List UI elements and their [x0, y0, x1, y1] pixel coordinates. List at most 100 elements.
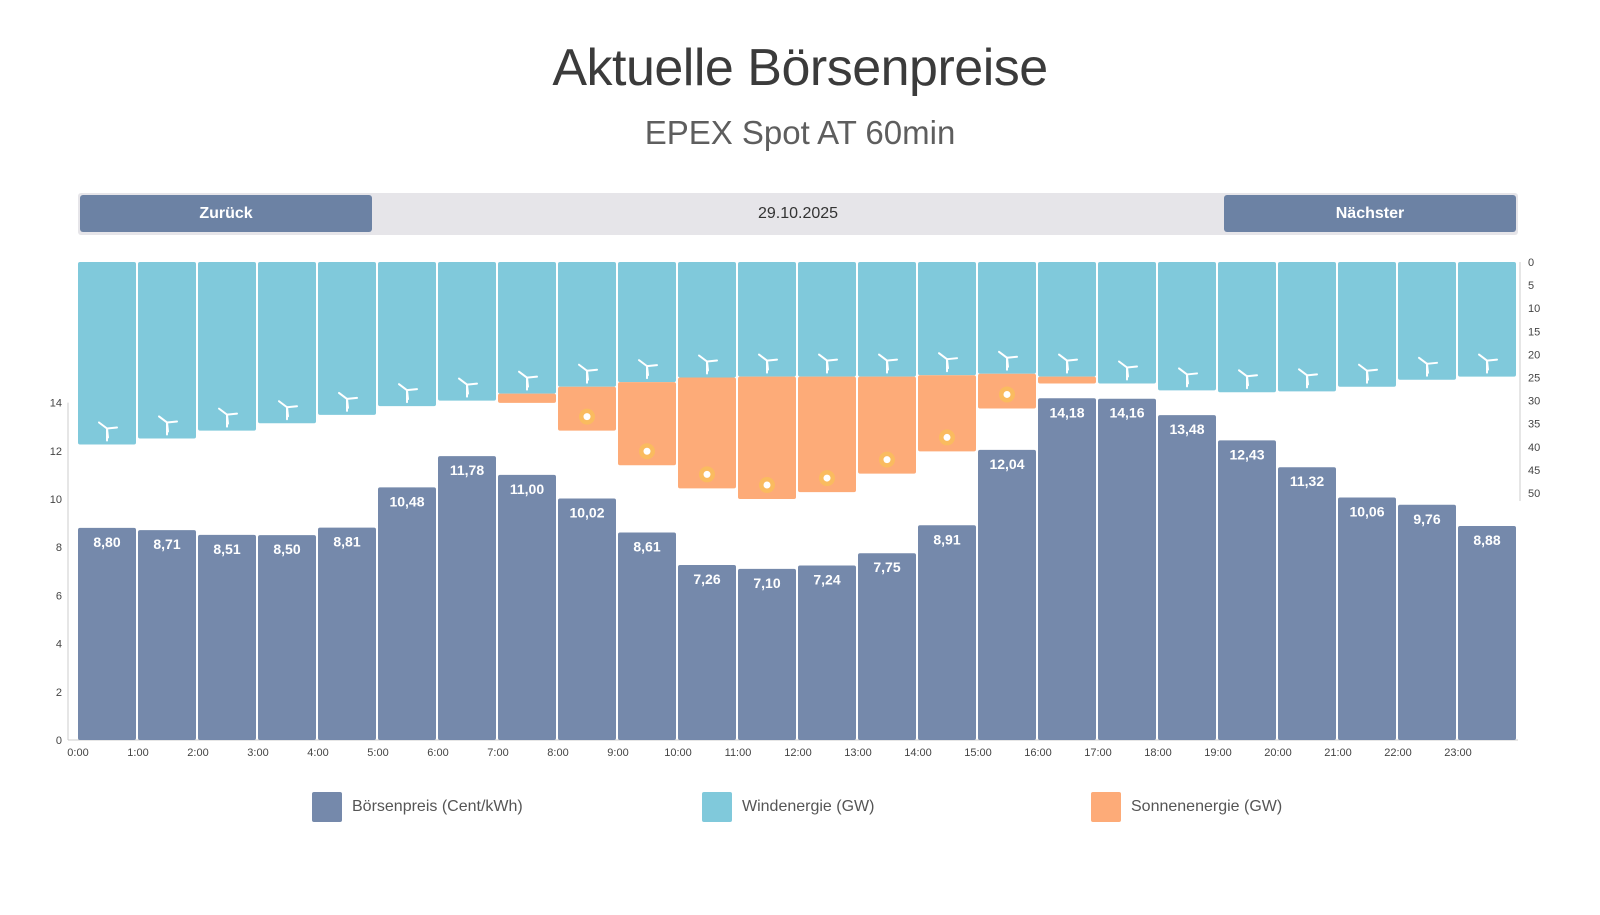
energy-tick-label: 0	[1528, 257, 1534, 269]
price-tick-label: 12	[50, 446, 62, 458]
energy-tick-label: 25	[1528, 373, 1540, 385]
solar-bar	[1038, 376, 1096, 384]
price-bar	[318, 527, 376, 740]
page-title: Aktuelle Börsenpreise	[552, 39, 1048, 97]
wind-turbine-icon	[878, 353, 898, 374]
wind-turbine-icon	[1238, 369, 1258, 390]
price-bar	[558, 498, 616, 740]
wind-turbine-icon	[158, 415, 178, 436]
price-data-label: 7,26	[693, 571, 720, 587]
hour-tick-label: 17:00	[1084, 747, 1112, 759]
price-data-label: 8,50	[273, 541, 300, 557]
wind-turbine-icon	[758, 353, 778, 374]
hour-tick-label: 23:00	[1444, 747, 1472, 759]
price-bar	[798, 565, 856, 740]
wind-turbine-icon	[818, 353, 838, 374]
legend-swatch-wind	[702, 792, 732, 822]
price-bar	[978, 449, 1036, 740]
price-data-label: 8,88	[1473, 532, 1500, 548]
energy-tick-label: 50	[1528, 488, 1540, 500]
price-tick-label: 6	[56, 590, 62, 602]
energy-tick-label: 20	[1528, 349, 1540, 361]
price-tick-label: 4	[56, 639, 62, 651]
price-data-label: 9,76	[1413, 511, 1440, 527]
price-data-label: 10,02	[569, 505, 604, 521]
wind-bar	[1278, 262, 1336, 392]
solar-bar	[798, 376, 856, 493]
wind-turbine-icon	[1058, 353, 1078, 374]
price-bar	[438, 456, 496, 740]
hour-tick-label: 19:00	[1204, 747, 1232, 759]
price-bar	[138, 530, 196, 740]
price-data-label: 14,18	[1049, 404, 1084, 420]
wind-bar	[738, 262, 796, 377]
legend-swatch-solar	[1091, 792, 1121, 822]
wind-bar	[978, 262, 1036, 374]
price-data-label: 10,06	[1349, 504, 1384, 520]
back-button[interactable]: Zurück	[80, 195, 372, 232]
hour-tick-label: 7:00	[487, 747, 508, 759]
price-data-label: 8,91	[933, 531, 960, 547]
wind-bar	[198, 262, 256, 431]
legend-item-solar[interactable]: Sonnenenergie (GW)	[1091, 792, 1282, 822]
hour-tick-label: 9:00	[607, 747, 628, 759]
legend-label-solar: Sonnenenergie (GW)	[1131, 798, 1283, 815]
price-data-label: 12,43	[1229, 446, 1264, 462]
hour-tick-label: 10:00	[664, 747, 692, 759]
hour-tick-label: 8:00	[547, 747, 568, 759]
wind-turbine-icon	[1298, 368, 1318, 389]
price-tick-label: 0	[56, 735, 62, 747]
solar-bar	[618, 382, 676, 466]
price-bar	[738, 568, 796, 740]
hour-tick-label: 4:00	[307, 747, 328, 759]
wind-turbine-icon	[638, 359, 658, 380]
price-tick-label: 10	[50, 494, 62, 506]
sun-icon-core	[883, 456, 891, 464]
legend-item-price[interactable]: Börsenpreis (Cent/kWh)	[312, 792, 523, 822]
wind-bar	[1038, 262, 1096, 377]
energy-tick-label: 15	[1528, 326, 1540, 338]
price-bar	[1218, 440, 1276, 740]
hour-tick-label: 1:00	[127, 747, 148, 759]
price-data-label: 11,00	[510, 481, 544, 497]
wind-turbine-icon	[458, 377, 478, 398]
price-bar	[1398, 504, 1456, 740]
price-bar	[1338, 497, 1396, 740]
price-bar	[78, 527, 136, 740]
price-bar	[858, 553, 916, 740]
legend-swatch-price	[312, 792, 342, 822]
wind-bar	[138, 262, 196, 439]
wind-turbine-icon	[218, 407, 238, 428]
price-bar	[198, 534, 256, 740]
legend-label-wind: Windenergie (GW)	[742, 798, 875, 815]
wind-bar	[678, 262, 736, 378]
sun-icon-core	[763, 481, 771, 489]
wind-bar	[258, 262, 316, 424]
energy-tick-label: 5	[1528, 280, 1534, 292]
price-bar	[1038, 398, 1096, 740]
wind-turbine-icon	[578, 363, 598, 384]
solar-bar	[738, 376, 796, 500]
price-bar	[1458, 525, 1516, 740]
date-navigation: 29.10.2025 Zurück Nächster	[78, 193, 1518, 235]
price-bar	[918, 525, 976, 740]
price-data-label: 8,51	[213, 541, 240, 557]
price-data-label: 7,10	[753, 575, 780, 591]
wind-turbine-icon	[1478, 353, 1498, 374]
sun-icon-core	[583, 413, 591, 421]
price-data-label: 10,48	[389, 493, 424, 509]
solar-bar	[918, 375, 976, 452]
legend-item-wind[interactable]: Windenergie (GW)	[702, 792, 874, 822]
wind-turbine-icon	[938, 352, 958, 373]
wind-turbine-icon	[398, 383, 418, 404]
sun-icon-core	[823, 474, 831, 482]
wind-bar	[498, 262, 556, 394]
wind-bar	[438, 262, 496, 401]
solar-bar	[678, 377, 736, 489]
wind-bar	[78, 262, 136, 445]
energy-tick-label: 45	[1528, 465, 1540, 477]
price-bar	[678, 565, 736, 740]
next-button[interactable]: Nächster	[1224, 195, 1516, 232]
wind-bar	[558, 262, 616, 387]
hour-tick-label: 18:00	[1144, 747, 1172, 759]
